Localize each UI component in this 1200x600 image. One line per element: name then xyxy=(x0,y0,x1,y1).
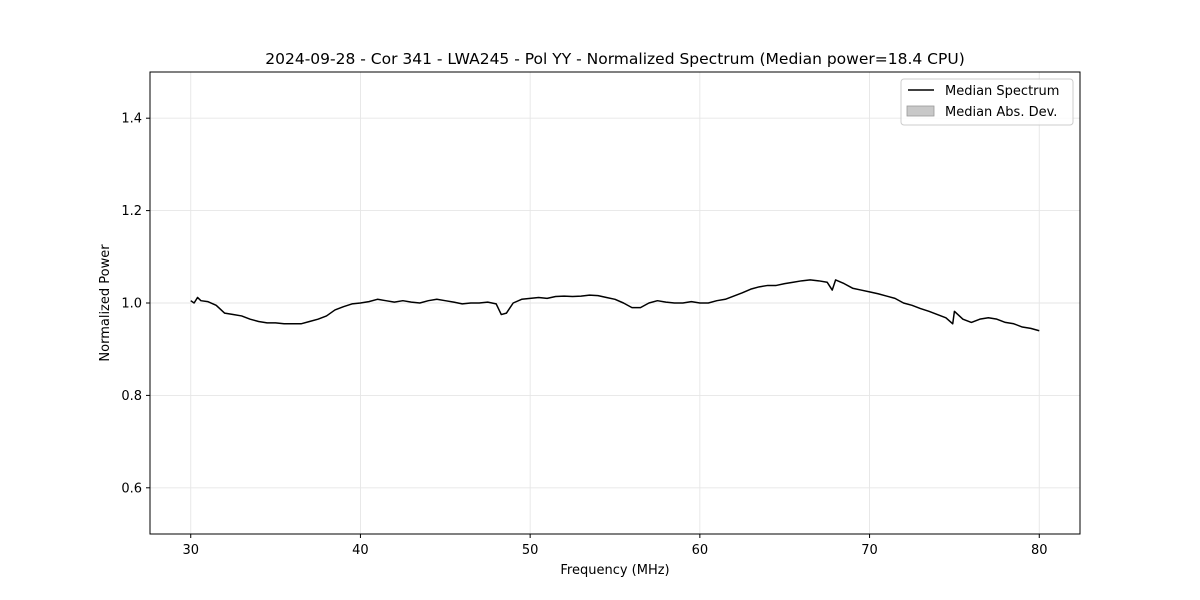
x-tick-label: 80 xyxy=(1031,543,1048,558)
y-axis-ticks: 0.6 0.8 1.0 1.2 1.4 xyxy=(121,112,150,496)
legend-label-median-spectrum: Median Spectrum xyxy=(945,84,1059,99)
y-tick-label: 1.2 xyxy=(121,204,142,219)
grid-lines xyxy=(150,72,1080,534)
y-tick-label: 1.4 xyxy=(121,112,142,127)
legend: Median Spectrum Median Abs. Dev. xyxy=(900,78,1074,126)
y-axis-label: Normalized Power xyxy=(98,244,113,362)
x-tick-label: 50 xyxy=(522,543,539,558)
legend-box xyxy=(900,78,1074,126)
y-tick-label: 0.8 xyxy=(121,389,142,404)
legend-patch-swatch xyxy=(906,105,935,117)
y-tick-label: 0.6 xyxy=(121,481,142,496)
x-axis-ticks: 30 40 50 60 70 80 xyxy=(182,534,1048,558)
series-layer xyxy=(190,279,1040,332)
legend-label-median-abs-dev: Median Abs. Dev. xyxy=(945,105,1057,120)
x-tick-label: 60 xyxy=(692,543,709,558)
x-tick-label: 70 xyxy=(861,543,878,558)
y-tick-label: 1.0 xyxy=(121,297,142,312)
x-tick-label: 40 xyxy=(352,543,369,558)
median-spectrum-line xyxy=(190,279,1040,332)
x-axis-label: Frequency (MHz) xyxy=(560,563,669,578)
x-tick-label: 30 xyxy=(182,543,199,558)
chart-title: 2024-09-28 - Cor 341 - LWA245 - Pol YY -… xyxy=(265,50,965,68)
